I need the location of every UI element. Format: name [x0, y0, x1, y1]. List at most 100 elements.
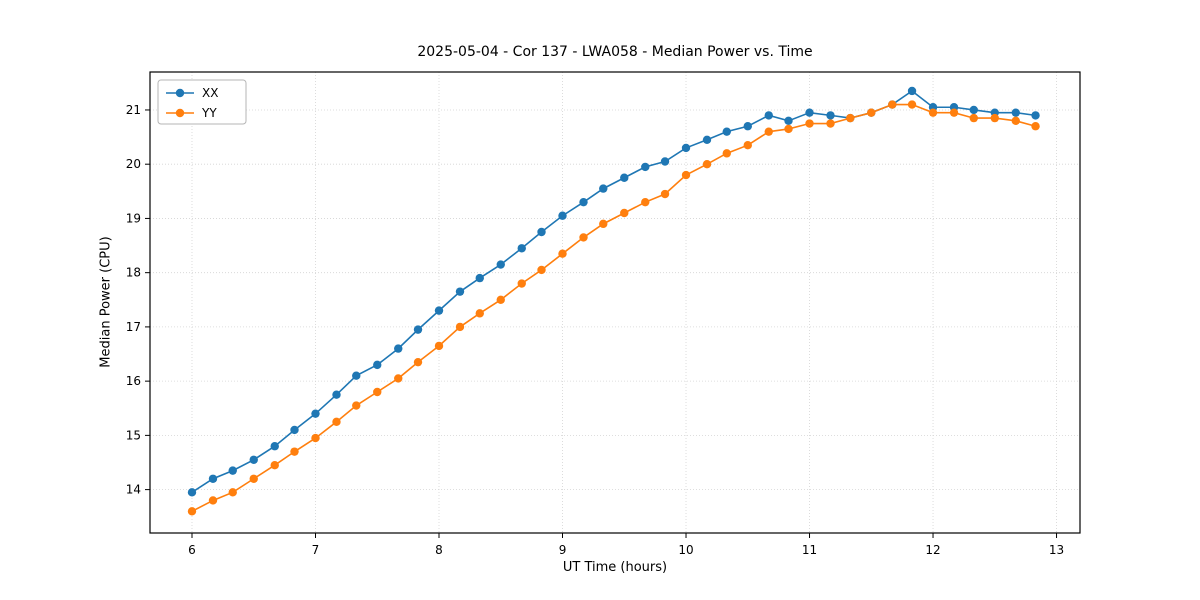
x-axis-label: UT Time (hours): [562, 560, 668, 575]
series-marker-yy: [990, 113, 999, 123]
y-tick-label: 21: [126, 103, 141, 117]
series-marker-xx: [826, 111, 835, 120]
series-marker-yy: [599, 219, 608, 229]
series-marker-yy: [702, 160, 712, 169]
series-marker-yy: [907, 100, 917, 109]
series-marker-yy: [969, 113, 978, 123]
series-marker-xx: [641, 162, 650, 172]
series-marker-yy: [475, 309, 484, 318]
series-marker-xx: [332, 390, 341, 399]
x-tick-label: 8: [435, 543, 443, 557]
y-tick-label: 18: [126, 266, 141, 280]
series-marker-yy: [208, 496, 218, 505]
series-marker-xx: [496, 260, 505, 269]
x-tick-label: 9: [559, 543, 567, 557]
series-marker-xx: [475, 273, 484, 283]
series-marker-xx: [413, 325, 423, 334]
series-marker-xx: [394, 344, 403, 353]
y-tick-label: 14: [126, 483, 141, 497]
series-marker-xx: [270, 442, 279, 451]
series-marker-yy: [496, 295, 505, 304]
series-marker-yy: [784, 124, 793, 134]
legend-label: XX: [202, 86, 218, 100]
series-marker-yy: [722, 149, 731, 158]
series-marker-xx: [743, 122, 752, 131]
series-marker-yy: [373, 387, 382, 397]
series-marker-yy: [764, 127, 773, 136]
series-marker-yy: [928, 108, 938, 117]
series-marker-yy: [249, 474, 258, 483]
y-tick-label: 20: [126, 157, 141, 171]
series-marker-xx: [455, 287, 465, 296]
y-tick-label: 15: [126, 428, 141, 442]
series-marker-yy: [228, 488, 237, 497]
legend-label: YY: [201, 106, 217, 120]
series-marker-xx: [352, 371, 361, 380]
series-marker-yy: [455, 322, 465, 332]
series-marker-xx: [1031, 111, 1040, 120]
series-marker-yy: [867, 108, 876, 117]
series-marker-xx: [784, 116, 793, 126]
series-marker-xx: [764, 111, 773, 120]
series-line-yy: [191, 103, 1036, 513]
x-tick-label: 6: [188, 543, 196, 557]
series-marker-xx: [517, 244, 526, 253]
y-tick-label: 19: [126, 211, 141, 225]
series-marker-xx: [805, 108, 814, 117]
y-tick-label: 17: [126, 320, 141, 334]
series-marker-yy: [187, 507, 197, 516]
series-marker-xx: [537, 227, 546, 237]
x-tick-label: 7: [312, 543, 320, 557]
series-marker-xx: [969, 105, 978, 115]
y-tick-label: 16: [126, 374, 141, 388]
series-marker-yy: [311, 433, 320, 443]
x-tick-label: 11: [802, 543, 817, 557]
series-marker-xx: [187, 488, 197, 497]
series-marker-xx: [907, 86, 917, 96]
series-marker-yy: [681, 170, 691, 180]
series-marker-xx: [311, 409, 320, 418]
series-marker-yy: [332, 417, 341, 427]
series-marker-yy: [846, 113, 855, 123]
x-tick-label: 12: [925, 543, 940, 557]
series-marker-yy: [888, 100, 897, 109]
series-marker-yy: [352, 401, 361, 410]
series-marker-xx: [620, 173, 629, 182]
series-marker-yy: [620, 208, 629, 218]
series-marker-yy: [660, 189, 670, 199]
series-marker-xx: [722, 127, 731, 136]
series-marker-yy: [413, 357, 423, 367]
series-marker-yy: [270, 461, 279, 470]
series-marker-xx: [702, 135, 712, 144]
series-marker-yy: [826, 119, 835, 128]
series-marker-yy: [641, 197, 650, 207]
legend-marker-sample: [175, 88, 185, 98]
x-tick-label: 13: [1049, 543, 1064, 557]
series-marker-yy: [1031, 122, 1040, 131]
series-marker-xx: [228, 466, 237, 475]
series-marker-yy: [579, 233, 588, 242]
series-marker-xx: [660, 157, 670, 166]
series-marker-yy: [743, 141, 752, 150]
series-marker-yy: [290, 447, 299, 456]
series-marker-yy: [1011, 116, 1020, 126]
series-marker-xx: [1011, 108, 1020, 117]
series-marker-yy: [558, 249, 567, 258]
chart-title: 2025-05-04 - Cor 137 - LWA058 - Median P…: [417, 44, 813, 60]
axes-border: [149, 71, 1081, 534]
series-marker-yy: [949, 108, 959, 117]
series-marker-xx: [290, 425, 299, 435]
series-marker-xx: [434, 306, 444, 315]
series-marker-yy: [434, 341, 444, 351]
series-marker-yy: [394, 374, 403, 383]
series-marker-yy: [537, 265, 546, 275]
series-marker-xx: [579, 197, 588, 207]
series-marker-xx: [208, 474, 218, 483]
series-line-xx: [191, 89, 1036, 493]
series-marker-xx: [249, 455, 258, 464]
series-marker-yy: [517, 279, 526, 288]
series-marker-xx: [373, 360, 382, 370]
series-marker-yy: [805, 119, 814, 128]
